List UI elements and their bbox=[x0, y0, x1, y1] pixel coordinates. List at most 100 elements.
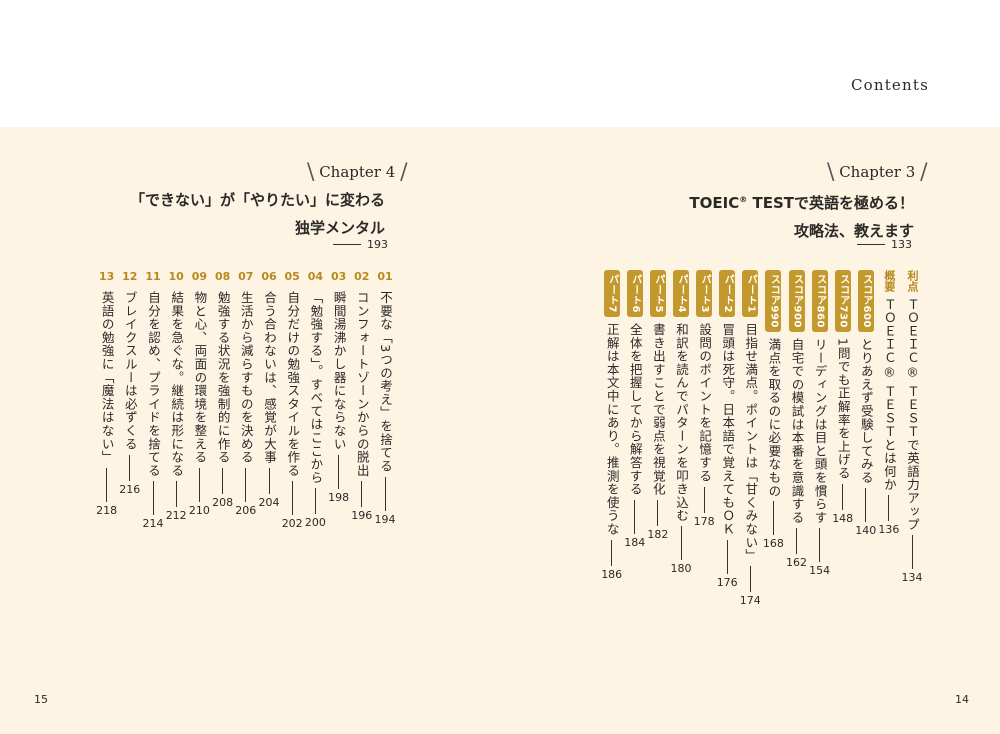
entry-number: 09 bbox=[191, 270, 208, 283]
chapter4-title-line2: 独学メンタル bbox=[294, 219, 385, 237]
leader-line bbox=[772, 501, 774, 536]
entry-badge: パート7 bbox=[603, 270, 620, 317]
chapter3-title-b: TESTで英語を極める！ bbox=[747, 194, 914, 212]
entry-badge: パート5 bbox=[649, 270, 666, 317]
leader-line bbox=[657, 499, 659, 526]
entry-title: コンフォートゾーンからの脱出 bbox=[354, 291, 370, 478]
entry-badge: パート4 bbox=[673, 270, 689, 317]
entry-title: 自宅での模試は本番を意識する bbox=[789, 337, 805, 525]
toc-entry: 01 不要な「3つの考え」を捨てる 194 bbox=[374, 270, 396, 526]
entry-page: 196 bbox=[351, 509, 373, 523]
toc-entry: パート4 和訳を読んでパターンを叩き込む 180 bbox=[670, 270, 692, 576]
entry-number: 05 bbox=[284, 270, 300, 283]
entry-page: 186 bbox=[601, 567, 623, 581]
entry-page: 174 bbox=[739, 594, 761, 608]
leader-line bbox=[106, 467, 108, 502]
chapter3-label: \ Chapter 3 / bbox=[827, 160, 927, 185]
entry-badge: パート1 bbox=[742, 270, 759, 317]
entry-title: 生活から減らすものを決める bbox=[238, 291, 254, 464]
chapter3-label-text: Chapter 3 bbox=[839, 163, 916, 181]
entry-page: 194 bbox=[374, 512, 396, 526]
entry-title: 勉強する状況を強制的に作る bbox=[215, 291, 231, 464]
entry-page: 206 bbox=[235, 503, 257, 517]
entry-title: 1問でも正解率を上げる bbox=[835, 337, 851, 480]
entry-page: 200 bbox=[304, 516, 326, 530]
leader-line bbox=[152, 481, 154, 516]
entry-page: 202 bbox=[281, 517, 303, 531]
toc-entry: パート2 冒頭は死守。日本語で覚えてもＯＫ 176 bbox=[716, 270, 738, 589]
toc-entry: 10 結果を急ぐな。継続は形になる 212 bbox=[165, 270, 187, 523]
entry-title: 目指せ満点。ポイントは「甘くみない」 bbox=[743, 322, 759, 563]
entry-page: 182 bbox=[647, 527, 669, 541]
entry-number: 06 bbox=[261, 270, 277, 283]
entry-title: 自分を認め、プライドを捨てる bbox=[146, 291, 161, 478]
toc-entry: 12 ブレイクスルーは必ずくる 216 bbox=[119, 270, 140, 496]
toc-entry: スコア730 1問でも正解率を上げる 148 bbox=[832, 270, 853, 525]
leader-line bbox=[680, 526, 682, 561]
toc-entry: 02 コンフォートゾーンからの脱出 196 bbox=[351, 270, 373, 523]
chapter3-title-line2: 攻略法、教えます bbox=[793, 222, 914, 240]
entry-number: 04 bbox=[307, 270, 324, 283]
leader-line bbox=[268, 467, 270, 494]
entry-title: リーディングは目と頭を慣らす bbox=[812, 337, 828, 525]
chapter4-title-line1: 「できない」が「やりたい」に変わる bbox=[129, 191, 385, 209]
entry-title: 瞬間湯沸かし器にならない bbox=[331, 291, 347, 451]
chapter3-slash-left: \ bbox=[827, 160, 835, 185]
leader-line bbox=[911, 535, 913, 570]
entry-number: 10 bbox=[168, 270, 184, 283]
chapter4-slash-right: / bbox=[400, 160, 408, 185]
toc-entry: 11 自分を認め、プライドを捨てる 214 bbox=[142, 270, 164, 531]
entry-tag: 利点 bbox=[906, 270, 919, 292]
entry-page: 176 bbox=[716, 575, 738, 589]
toc-entry: パート1 目指せ満点。ポイントは「甘くみない」 174 bbox=[739, 270, 761, 608]
leader-line bbox=[384, 476, 386, 511]
entry-page: 212 bbox=[165, 509, 187, 523]
entry-title: 冒頭は死守。日本語で覚えてもＯＫ bbox=[720, 322, 736, 536]
chapter4-label-text: Chapter 4 bbox=[319, 163, 396, 181]
chapter3-title: TOEIC® TESTで英語を極める！ 攻略法、教えます bbox=[689, 186, 914, 245]
entry-badge: パート3 bbox=[696, 270, 713, 317]
toc-entry: パート3 設問のポイントを記憶する 178 bbox=[694, 270, 715, 528]
toc-entry: 利点 ＴＯＥＩＣ® ＴＥＳＴで英語力アップ 134 bbox=[902, 270, 923, 584]
leader-line bbox=[198, 467, 200, 502]
toc-entry: 概要 ＴＯＥＩＣ® ＴＥＳＴとは何か 136 bbox=[878, 270, 899, 536]
chapter3-page-number: 133 bbox=[891, 238, 912, 251]
entry-badge: スコア730 bbox=[834, 270, 851, 332]
entry-number: 11 bbox=[145, 270, 161, 283]
entry-page: 180 bbox=[670, 562, 692, 576]
chapter4-label: \ Chapter 4 / bbox=[307, 160, 407, 185]
chapter3-title-line1: TOEIC® TESTで英語を極める！ bbox=[689, 186, 914, 217]
entry-title: ブレイクスルーは必ずくる bbox=[122, 291, 138, 451]
toc-entry: スコア900 自宅での模試は本番を意識する 162 bbox=[786, 270, 807, 570]
entry-number: 12 bbox=[122, 270, 138, 283]
toc-entry: 09 物と心、両面の環境を整える 210 bbox=[189, 270, 210, 517]
chapter3-page: 133 bbox=[857, 238, 912, 251]
entry-tag: 概要 bbox=[882, 270, 896, 292]
leader-line bbox=[314, 488, 316, 515]
leader-line bbox=[726, 539, 728, 574]
chapter4-page-number: 193 bbox=[367, 238, 388, 251]
leader-line bbox=[796, 528, 797, 555]
chapter4-page: 193 bbox=[333, 238, 388, 251]
entry-page: 214 bbox=[142, 517, 164, 531]
page-number-left: 15 bbox=[34, 693, 48, 706]
chapter3-title-reg: ® bbox=[739, 195, 748, 204]
leader-line bbox=[361, 481, 363, 508]
entry-title: 物と心、両面の環境を整える bbox=[192, 291, 208, 464]
entry-title: とりあえず受験してみる bbox=[858, 337, 874, 485]
page-number-right: 14 bbox=[955, 693, 969, 706]
entry-title: 「勉強する」。すべてはここから bbox=[308, 291, 324, 485]
leader-line bbox=[222, 467, 224, 494]
entry-title: 和訳を読んでパターンを叩き込む bbox=[674, 322, 689, 523]
toc-entry: 07 生活から減らすものを決める 206 bbox=[235, 270, 257, 517]
toc-entry: 05 自分だけの勉強スタイルを作る 202 bbox=[281, 270, 303, 531]
entry-page: 140 bbox=[855, 524, 877, 538]
leader-line bbox=[888, 495, 890, 522]
leader-line bbox=[865, 488, 867, 523]
leader-line bbox=[338, 454, 340, 489]
entry-page: 198 bbox=[328, 490, 350, 504]
entry-page: 184 bbox=[624, 535, 646, 549]
entry-page: 162 bbox=[786, 556, 807, 570]
entry-title: 書き出すことで弱点を視覚化 bbox=[650, 322, 666, 496]
toc-entry: 03 瞬間湯沸かし器にならない 198 bbox=[328, 270, 350, 504]
